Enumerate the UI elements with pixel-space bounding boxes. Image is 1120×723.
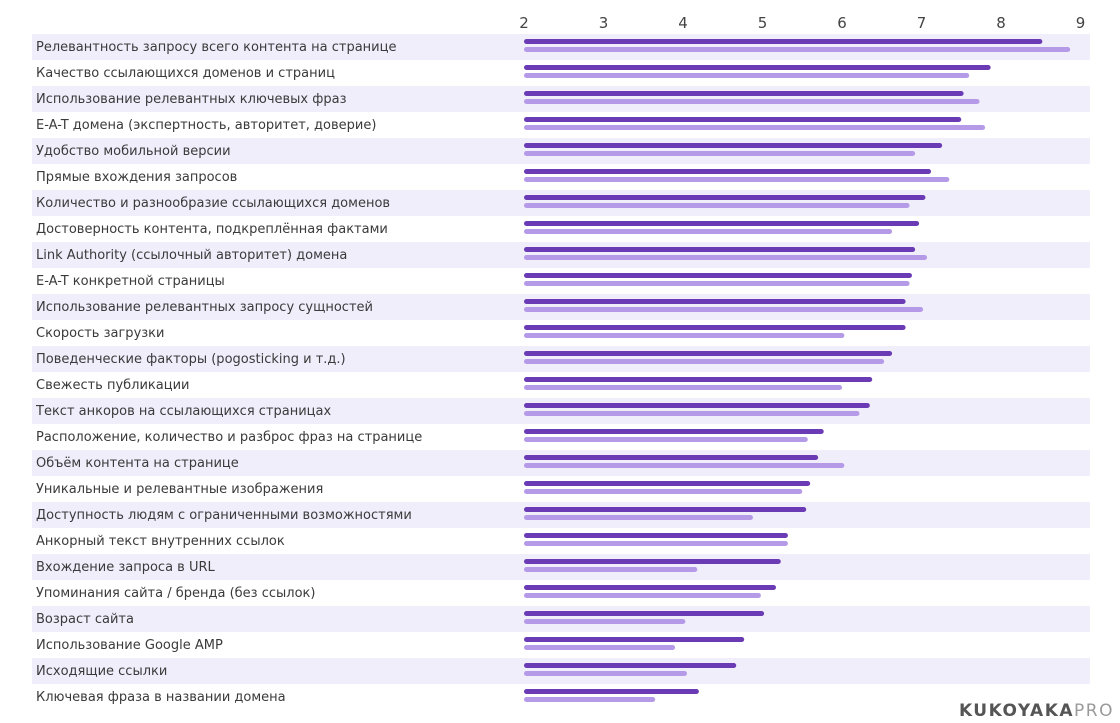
bar-series-1 — [524, 481, 811, 486]
category-labels: Релевантность запросу всего контента на … — [35, 40, 422, 705]
bar-series-2 — [524, 567, 698, 572]
bar-series-2 — [524, 593, 761, 598]
bar-series-2 — [524, 99, 980, 104]
category-label: Использование релевантных запросу сущнос… — [36, 300, 373, 315]
bar-series-2 — [524, 437, 808, 442]
category-label: Расположение, количество и разброс фраз … — [36, 430, 422, 445]
category-label: Поведенческие факторы (pogosticking и т.… — [36, 352, 346, 367]
bar-series-2 — [524, 281, 910, 286]
category-label: Ключевая фраза в названии домена — [36, 690, 286, 705]
category-label: Использование Google AMP — [36, 638, 223, 653]
category-label: Текст анкоров на ссылающихся страницах — [35, 404, 331, 419]
x-tick-label: 2 — [519, 14, 529, 32]
x-tick-label: 6 — [837, 14, 847, 32]
bar-series-2 — [524, 359, 885, 364]
bar-series-2 — [524, 333, 845, 338]
bar-series-1 — [524, 377, 873, 382]
bar-series-1 — [524, 273, 912, 278]
category-label: Упоминания сайта / бренда (без ссылок) — [36, 586, 315, 601]
bar-series-2 — [524, 151, 916, 156]
category-label: Объём контента на странице — [36, 456, 239, 471]
bar-series-2 — [524, 697, 656, 702]
category-label: Использование релевантных ключевых фраз — [36, 92, 347, 107]
bar-series-2 — [524, 619, 686, 624]
bar-series-2 — [524, 125, 986, 130]
bar-series-1 — [524, 507, 807, 512]
bar-series-1 — [524, 585, 777, 590]
brand-logo: KUKOYAKAPRO — [959, 703, 1114, 720]
bar-series-2 — [524, 463, 845, 468]
bar-series-1 — [524, 195, 926, 200]
bars — [524, 39, 1071, 702]
category-label: Уникальные и релевантные изображения — [36, 482, 323, 497]
x-tick-label: 4 — [678, 14, 688, 32]
bar-series-1 — [524, 65, 991, 70]
x-tick-label: 9 — [1076, 14, 1086, 32]
x-tick-label: 7 — [917, 14, 927, 32]
bar-series-2 — [524, 411, 860, 416]
bar-series-1 — [524, 351, 893, 356]
bar-series-1 — [524, 117, 962, 122]
bar-series-2 — [524, 385, 842, 390]
category-label: Скорость загрузки — [36, 326, 164, 341]
bar-series-1 — [524, 39, 1043, 44]
category-label: Свежесть публикации — [36, 378, 190, 393]
category-label: Исходящие ссылки — [36, 664, 167, 679]
bar-series-1 — [524, 455, 819, 460]
bar-series-1 — [524, 533, 788, 538]
bar-series-2 — [524, 47, 1071, 52]
category-label: Link Authority (ссылочный авторитет) дом… — [36, 248, 347, 263]
bar-series-1 — [524, 221, 920, 226]
bar-series-1 — [524, 637, 745, 642]
bar-series-1 — [524, 689, 699, 694]
bar-series-1 — [524, 611, 765, 616]
bar-series-1 — [524, 559, 781, 564]
x-tick-label: 8 — [996, 14, 1006, 32]
brand-suffix: PRO — [1074, 701, 1114, 721]
x-axis-ticks: 2 3 4 5 6 7 8 9 — [519, 14, 1085, 32]
bar-series-1 — [524, 299, 906, 304]
category-label: Количество и разнообразие ссылающихся до… — [36, 196, 390, 211]
bar-series-2 — [524, 671, 687, 676]
category-label: Доступность людям с ограниченными возмож… — [36, 508, 412, 523]
bar-series-1 — [524, 325, 906, 330]
bar-series-2 — [524, 645, 676, 650]
bar-series-1 — [524, 91, 964, 96]
category-label: Возраст сайта — [36, 612, 134, 627]
x-tick-label: 3 — [599, 14, 609, 32]
bar-series-2 — [524, 177, 950, 182]
bar-series-1 — [524, 143, 943, 148]
bar-series-2 — [524, 541, 788, 546]
bar-series-1 — [524, 429, 824, 434]
category-label: Анкорный текст внутренних ссылок — [36, 534, 285, 549]
bar-series-1 — [524, 663, 737, 668]
bar-series-2 — [524, 489, 803, 494]
bar-series-1 — [524, 403, 870, 408]
bar-series-2 — [524, 515, 753, 520]
category-label: E-A-T конкретной страницы — [36, 274, 225, 289]
bar-series-2 — [524, 203, 910, 208]
bar-series-2 — [524, 229, 893, 234]
category-label: Релевантность запросу всего контента на … — [36, 40, 396, 55]
category-label: Вхождение запроса в URL — [36, 560, 216, 575]
category-label: E-A-T домена (экспертность, авторитет, д… — [36, 118, 376, 133]
brand-name: KUKOYAKA — [958, 701, 1075, 721]
bar-series-2 — [524, 73, 970, 78]
x-tick-label: 5 — [758, 14, 768, 32]
category-label: Достоверность контента, подкреплённая фа… — [36, 222, 388, 237]
category-label: Качество ссылающихся доменов и страниц — [36, 66, 335, 81]
bar-series-1 — [524, 247, 916, 252]
category-label: Удобство мобильной версии — [36, 144, 231, 159]
bar-series-2 — [524, 255, 928, 260]
bar-series-1 — [524, 169, 932, 174]
bar-series-2 — [524, 307, 924, 312]
category-label: Прямые вхождения запросов — [36, 170, 237, 185]
